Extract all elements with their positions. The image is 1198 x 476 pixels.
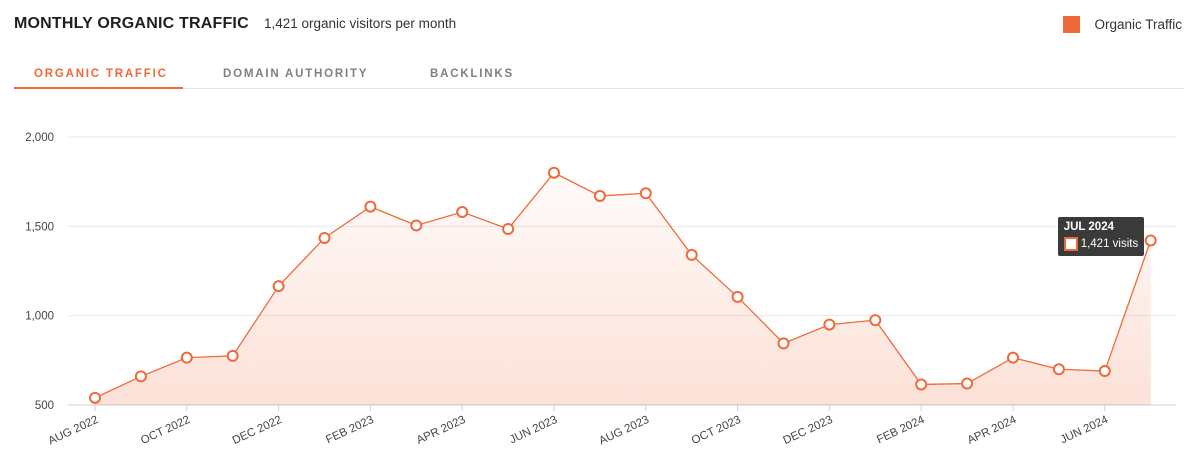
tab-backlinks[interactable]: BACKLINKS <box>430 68 514 87</box>
legend-swatch <box>1063 16 1081 33</box>
data-point <box>548 166 560 179</box>
tab-backlinks-label: BACKLINKS <box>430 68 514 80</box>
tooltip-title: JUL 2024 <box>1063 221 1114 234</box>
data-point <box>272 280 285 293</box>
data-point <box>502 223 515 236</box>
chart-header: MONTHLY ORGANIC TRAFFIC 1,421 organic vi… <box>14 14 1184 38</box>
data-point <box>134 370 147 383</box>
data-point <box>869 314 882 327</box>
data-point <box>410 219 423 232</box>
data-point <box>1052 363 1065 376</box>
series-area <box>95 172 1151 405</box>
x-tick-label: APR 2023 <box>415 414 468 447</box>
data-point <box>364 200 377 213</box>
x-tick-label: APR 2024 <box>966 414 1019 447</box>
tooltip-swatch <box>1063 237 1078 252</box>
x-tick-label: FEB 2023 <box>324 414 375 446</box>
tab-domain-authority[interactable]: DOMAIN AUTHORITY <box>223 68 368 87</box>
tab-organic-traffic[interactable]: ORGANIC TRAFFIC <box>34 68 168 87</box>
x-tick-label: DEC 2022 <box>231 414 284 447</box>
x-tick-label: JUN 2023 <box>508 414 559 446</box>
data-point <box>89 391 101 404</box>
chart-subtitle: 1,421 organic visitors per month <box>264 16 457 31</box>
x-tick-label: OCT 2023 <box>690 414 743 447</box>
y-tick-label: 1,500 <box>25 221 54 233</box>
data-point <box>777 337 790 350</box>
tooltip: JUL 2024 1,421 visits <box>1057 217 1145 257</box>
y-tick-label: 500 <box>35 400 54 412</box>
data-point <box>1098 365 1111 378</box>
tooltip-row: 1,421 visits <box>1063 237 1139 252</box>
chart-title: MONTHLY ORGANIC TRAFFIC <box>14 15 249 32</box>
data-point <box>226 349 239 362</box>
data-point <box>639 187 652 200</box>
data-point <box>731 290 744 303</box>
tab-organic-traffic-label: ORGANIC TRAFFIC <box>34 68 168 80</box>
tab-domain-authority-label: DOMAIN AUTHORITY <box>223 68 369 80</box>
data-point <box>318 231 331 244</box>
data-point <box>823 318 836 331</box>
data-point <box>456 206 469 219</box>
tab-bar: ORGANIC TRAFFIC DOMAIN AUTHORITY BACKLIN… <box>14 68 1184 89</box>
x-tick-label: DEC 2023 <box>782 414 835 447</box>
y-tick-label: 1,000 <box>25 311 54 323</box>
series-line <box>94 171 1152 399</box>
x-tick-label: JUN 2024 <box>1059 414 1111 447</box>
data-point <box>593 189 606 202</box>
x-tick-label: FEB 2024 <box>875 414 927 447</box>
tooltip-value: 1,421 visits <box>1080 238 1139 251</box>
active-tab-underline <box>14 87 183 89</box>
data-point <box>961 377 974 390</box>
legend-label: Organic Traffic <box>1094 17 1182 32</box>
data-point <box>685 248 698 261</box>
data-point <box>180 351 193 364</box>
data-point <box>1007 351 1019 364</box>
x-tick-label: AUG 2023 <box>597 414 651 448</box>
data-point <box>915 378 928 391</box>
legend[interactable]: Organic Traffic <box>1063 16 1182 33</box>
y-tick-label: 2,000 <box>25 132 54 144</box>
data-point <box>1144 234 1157 247</box>
x-tick-label: OCT 2022 <box>139 414 192 447</box>
x-tick-label: AUG 2022 <box>47 414 101 448</box>
